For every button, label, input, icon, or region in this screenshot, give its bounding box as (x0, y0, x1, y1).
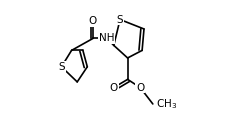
Text: NH: NH (99, 33, 115, 43)
Text: S: S (58, 62, 65, 72)
Text: O: O (89, 16, 97, 26)
Text: S: S (117, 14, 123, 25)
Text: O: O (136, 83, 144, 93)
Text: O: O (110, 83, 118, 93)
Text: CH$_3$: CH$_3$ (156, 97, 177, 111)
